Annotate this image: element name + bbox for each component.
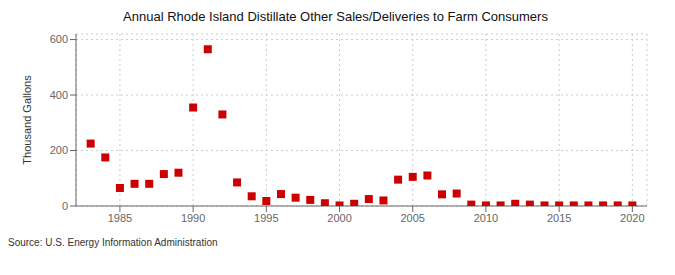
svg-text:400: 400 [50, 89, 68, 101]
svg-text:2000: 2000 [327, 212, 351, 224]
svg-text:1985: 1985 [108, 212, 132, 224]
svg-text:2010: 2010 [474, 212, 498, 224]
html-text:Annual Rhode Island Distillate: Annual Rhode Island Distillate Other Sal… [123, 9, 548, 24]
svg-text:200: 200 [50, 144, 68, 156]
svg-text:0: 0 [62, 200, 68, 212]
svg-text:2015: 2015 [547, 212, 571, 224]
svg-text:1990: 1990 [181, 212, 205, 224]
svg-text:1995: 1995 [254, 212, 278, 224]
svg-text:2020: 2020 [620, 212, 644, 224]
svg-text:Thousand Gallons: Thousand Gallons [21, 75, 33, 165]
svg-text:2005: 2005 [401, 212, 425, 224]
svg-text:600: 600 [50, 33, 68, 45]
html-text:Source: U.S. Energy Informatio: Source: U.S. Energy Information Administ… [8, 237, 218, 248]
